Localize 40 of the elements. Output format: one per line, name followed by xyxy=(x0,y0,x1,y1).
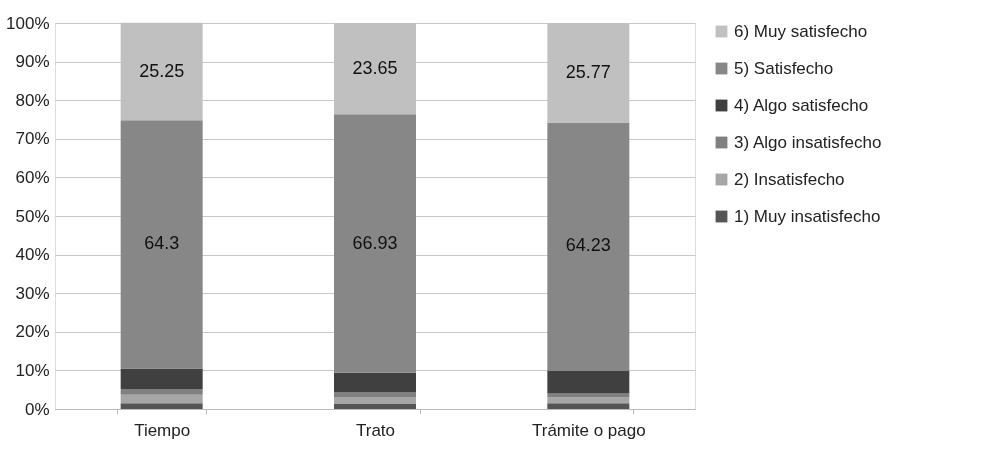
bar xyxy=(120,368,203,389)
legend-label: 2) Insatisfecho xyxy=(734,169,845,189)
legend-label: 6) Muy satisfecho xyxy=(734,21,868,41)
bar xyxy=(334,114,416,373)
y-tick-label: 30% xyxy=(15,283,50,303)
bar xyxy=(547,403,630,409)
data-label: 25.77 xyxy=(565,61,611,82)
legend-label: 3) Algo insatisfecho xyxy=(734,132,882,152)
y-tick-label: 20% xyxy=(15,322,50,342)
bar xyxy=(334,397,416,404)
data-label: 64.3 xyxy=(144,233,180,254)
bar xyxy=(334,392,416,398)
bar xyxy=(120,120,203,369)
y-tick-label: 60% xyxy=(15,167,50,187)
y-tick-label: 10% xyxy=(15,360,50,380)
data-label: 25.25 xyxy=(139,60,185,81)
data-label: 64.23 xyxy=(565,235,611,256)
y-tick-label: 90% xyxy=(15,52,50,72)
y-tick-label: 50% xyxy=(15,206,50,226)
legend-label: 4) Algo satisfecho xyxy=(734,95,869,115)
data-label: 23.65 xyxy=(352,57,398,78)
bar xyxy=(547,370,630,394)
y-tick-label: 40% xyxy=(15,245,50,265)
bar xyxy=(547,122,630,371)
data-label: 66.93 xyxy=(352,232,398,253)
y-tick-label: 100% xyxy=(6,13,50,33)
x-tick-label: Trato xyxy=(355,420,396,440)
bar xyxy=(120,388,203,395)
bar xyxy=(547,397,630,404)
legend-label: 5) Satisfecho xyxy=(734,58,834,78)
y-tick-label: 70% xyxy=(15,129,50,149)
y-tick-label: 0% xyxy=(24,399,50,419)
bar xyxy=(120,394,203,404)
x-tick-label: Tiempo xyxy=(134,420,191,440)
bar xyxy=(120,403,203,409)
y-tick-label: 80% xyxy=(15,90,50,110)
bar xyxy=(334,372,416,393)
legend-label: 1) Muy insatisfecho xyxy=(734,206,881,226)
x-tick-label: Trámite o pago xyxy=(531,420,646,440)
bar xyxy=(334,403,416,409)
